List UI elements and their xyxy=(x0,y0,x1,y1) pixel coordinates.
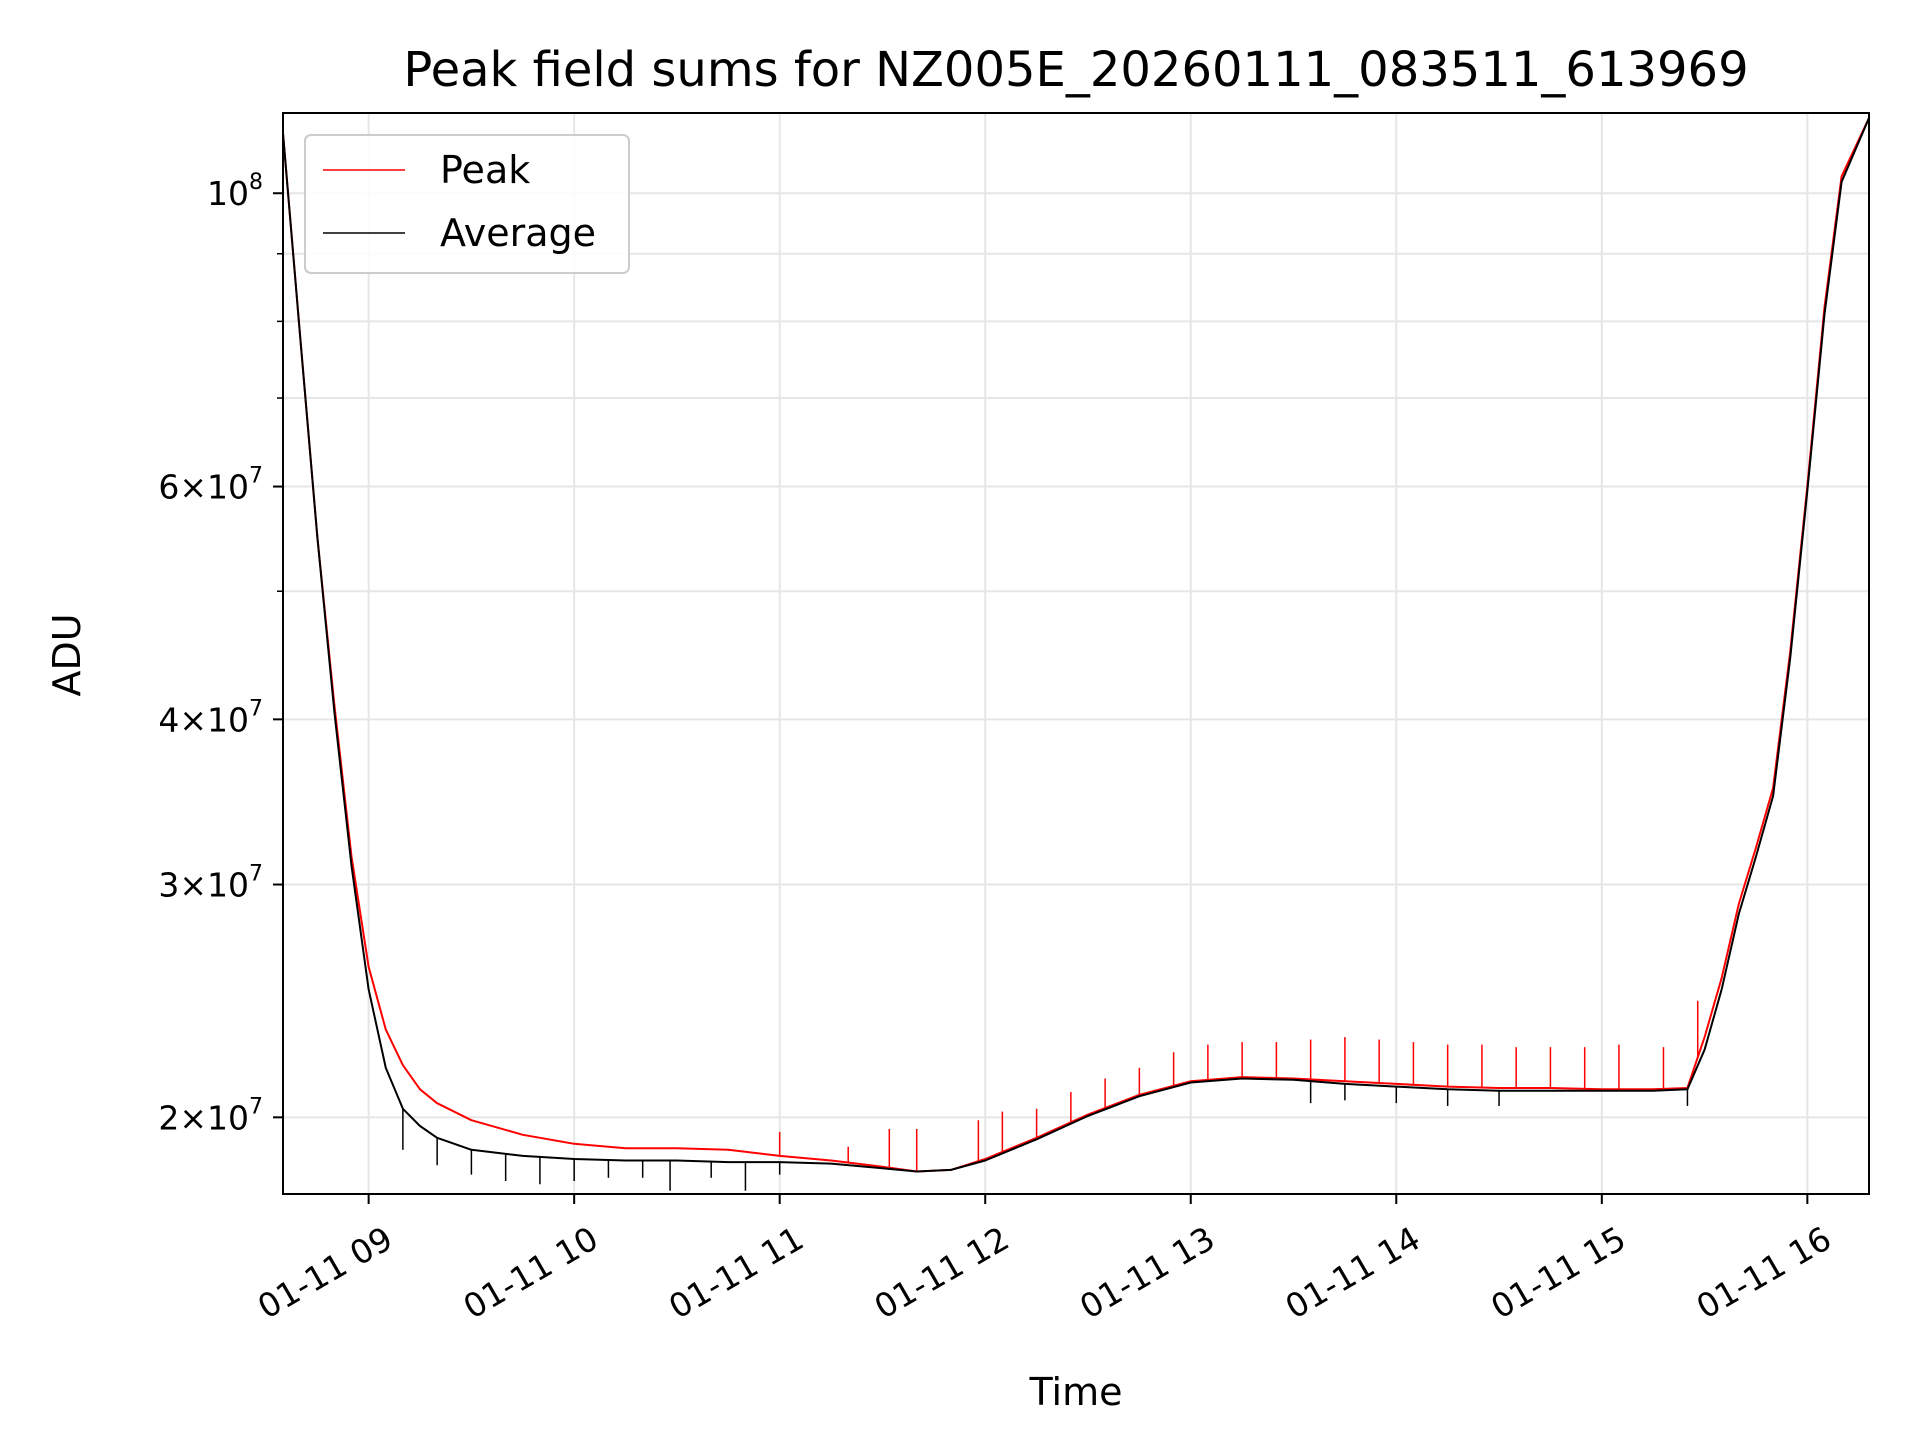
grid-lines xyxy=(283,113,1869,1194)
y-axis-label: ADU xyxy=(45,613,89,696)
legend-label-peak: Peak xyxy=(440,148,530,192)
y-tick-label: 2×107 xyxy=(158,1094,263,1137)
legend: Peak Average xyxy=(304,134,630,274)
legend-label-average: Average xyxy=(440,211,596,255)
series-average-line xyxy=(282,117,1870,1173)
chart-title: Peak field sums for NZ005E_20260111_0835… xyxy=(403,42,1748,98)
x-axis-label: Time xyxy=(1029,1370,1123,1414)
plot-frame xyxy=(282,112,1870,1195)
y-tick-label: 3×107 xyxy=(158,862,263,905)
series-group xyxy=(282,117,1870,1191)
y-tick-label: 108 xyxy=(207,170,263,213)
y-tick-label: 4×107 xyxy=(158,696,263,739)
y-axis: 2×107 3×107 4×107 6×107 108 xyxy=(158,170,283,1137)
y-tick-label: 6×107 xyxy=(158,464,263,507)
series-peak-line xyxy=(282,117,1870,1173)
